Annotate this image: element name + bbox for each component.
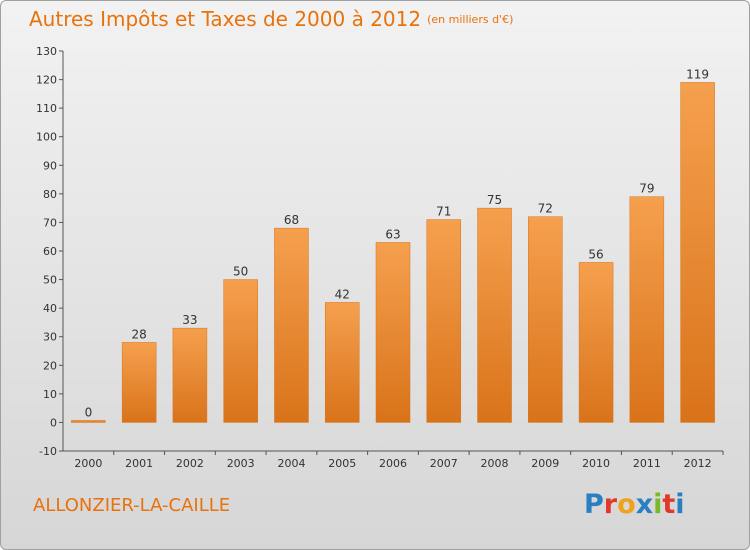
data-label-2003: 50 <box>233 265 248 279</box>
logo-letter: t <box>662 489 676 520</box>
bar-2012 <box>680 82 715 423</box>
y-tick-label: 40 <box>43 302 57 315</box>
y-tick-label: 20 <box>43 359 57 372</box>
commune-name: ALLONZIER-LA-CAILLE <box>33 495 231 516</box>
logo-letter: r <box>603 489 618 520</box>
data-label-2006: 63 <box>385 227 400 241</box>
x-tick-label: 2001 <box>125 457 153 470</box>
y-tick-label: 100 <box>36 131 57 144</box>
data-label-2000: 0 <box>85 405 93 419</box>
bar-2011 <box>629 196 665 423</box>
proxiti-logo[interactable]: Proxiti <box>584 489 685 520</box>
x-tick-label: 2002 <box>176 457 204 470</box>
y-tick-label: 60 <box>43 245 57 258</box>
y-tick-label: 50 <box>43 274 57 287</box>
axes: -10 0 10 20 30 40 50 60 70 80 90 100 110 120 130 2000 20… <box>36 45 724 470</box>
x-tick-label: 2008 <box>481 457 509 470</box>
y-tick-label: 110 <box>36 102 57 115</box>
x-tick-label: 2000 <box>74 457 102 470</box>
y-tick-label: 130 <box>36 45 57 58</box>
data-label-2012: 119 <box>686 67 709 81</box>
data-label-2010: 56 <box>588 247 603 261</box>
data-label-2008: 75 <box>487 193 502 207</box>
bar-2004 <box>274 227 309 423</box>
x-tick-label: 2009 <box>531 457 559 470</box>
bar-2005 <box>324 302 360 423</box>
x-tick-label: 2010 <box>582 457 610 470</box>
bar-2003 <box>223 279 258 423</box>
data-label-2007: 71 <box>436 205 451 219</box>
data-label-2005: 42 <box>335 287 350 301</box>
bars <box>71 82 715 423</box>
logo-letter: o <box>617 489 636 520</box>
bar-2006 <box>375 242 411 423</box>
x-tick-label: 2007 <box>430 457 458 470</box>
data-label-2004: 68 <box>284 213 299 227</box>
y-tick-label: 70 <box>43 216 57 229</box>
bar-2008 <box>477 207 512 423</box>
chart-title-text: Autres Impôts et Taxes de 2000 à 2012 <box>29 7 422 31</box>
data-label-2009: 72 <box>538 202 553 216</box>
y-tick-label: -10 <box>39 445 57 458</box>
x-tick-label: 2004 <box>277 457 305 470</box>
y-tick-label: 30 <box>43 331 57 344</box>
y-tick-label: 0 <box>50 416 57 429</box>
x-tick-label: 2011 <box>633 457 661 470</box>
y-tick-label: 10 <box>43 388 57 401</box>
data-label-2001: 28 <box>132 327 147 341</box>
x-tick-label: 2003 <box>227 457 255 470</box>
data-label-2011: 79 <box>639 182 654 196</box>
logo-letter: x <box>635 489 654 520</box>
y-tick-label: 120 <box>36 74 57 87</box>
bar-2002 <box>172 327 208 423</box>
chart-unit: (en milliers d'€) <box>427 13 514 26</box>
x-tick-label: 2006 <box>379 457 407 470</box>
data-label-2002: 33 <box>182 313 197 327</box>
x-tick-label: 2012 <box>684 457 712 470</box>
logo-letter: i <box>675 489 685 520</box>
bar-2009 <box>528 216 563 423</box>
bar-2001 <box>121 342 157 423</box>
logo-letter: i <box>653 489 663 520</box>
logo-letter: P <box>584 489 604 520</box>
x-tick-label: 2005 <box>328 457 356 470</box>
bar-2000 <box>71 420 106 423</box>
y-tick-label: 80 <box>43 188 57 201</box>
data-labels: 0 28 33 50 68 42 63 71 75 72 56 79 119 <box>85 67 710 419</box>
bar-2010 <box>578 262 614 423</box>
bar-2007 <box>426 219 462 423</box>
chart-title: Autres Impôts et Taxes de 2000 à 2012 (en… <box>29 7 513 31</box>
y-tick-label: 90 <box>43 159 57 172</box>
